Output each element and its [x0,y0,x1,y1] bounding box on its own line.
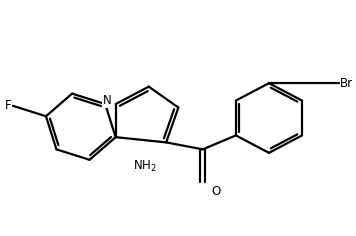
Text: N: N [103,94,111,107]
Text: F: F [5,99,12,112]
Text: Br: Br [340,77,354,90]
Text: NH$_2$: NH$_2$ [134,159,157,174]
Text: O: O [211,185,221,198]
